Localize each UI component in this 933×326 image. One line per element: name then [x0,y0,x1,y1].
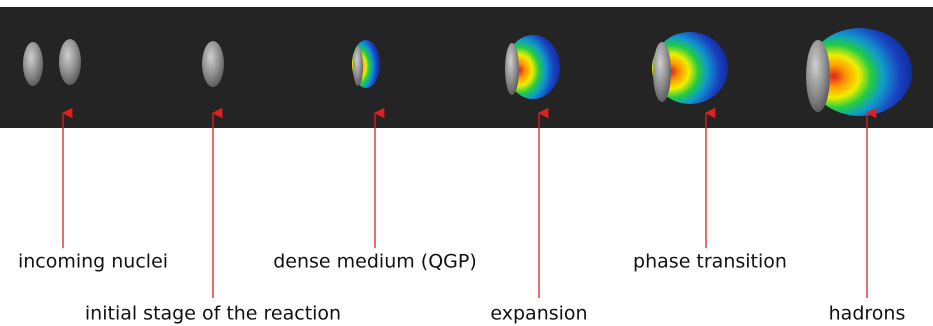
stage-label: expansion [490,303,587,325]
background-band [0,7,933,128]
stage-label: dense medium (QGP) [273,251,477,273]
stage-label: initial stage of the reaction [85,303,341,325]
stage-label: hadrons [829,303,906,325]
diagram: incoming nuclei initial stage of the rea… [0,0,933,326]
stage-label: phase transition [633,251,787,273]
stage-label: incoming nuclei [18,251,168,273]
